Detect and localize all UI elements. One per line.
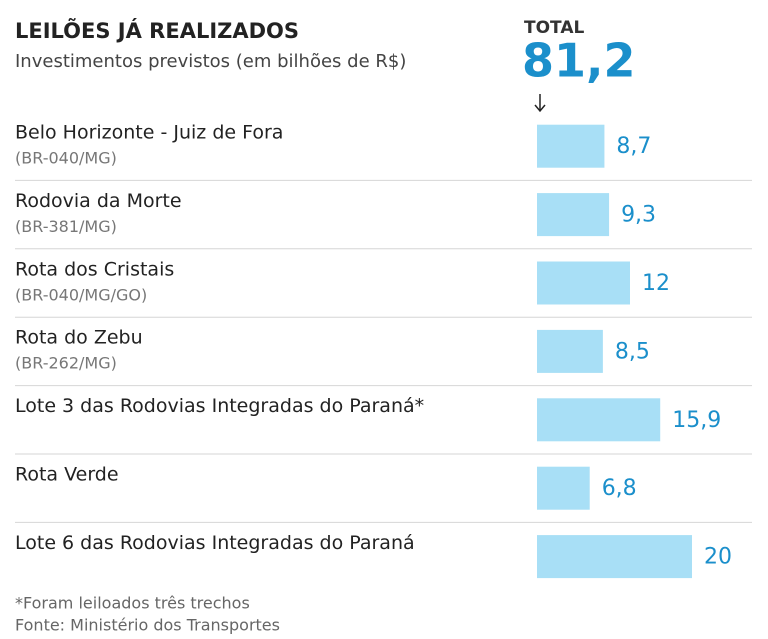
bar — [537, 261, 630, 305]
value-label: 20 — [704, 545, 732, 570]
value-label: 8,5 — [615, 339, 650, 364]
footnote: Fonte: Ministério dos Transportes — [15, 616, 280, 635]
category-sublabel: (BR-262/MG) — [15, 354, 117, 373]
bar — [537, 398, 661, 442]
category-label: Rota do Zebu — [15, 327, 143, 349]
bar — [537, 124, 605, 168]
bar — [537, 535, 692, 579]
category-sublabel: (BR-040/MG/GO) — [15, 285, 147, 304]
category-label: Lote 6 das Rodovias Integradas do Paraná — [15, 532, 415, 554]
value-label: 8,7 — [616, 134, 651, 159]
category-label: Rodovia da Morte — [15, 190, 182, 212]
arrow — [534, 94, 546, 113]
total-title: TOTAL — [524, 18, 584, 38]
value-label: 9,3 — [621, 203, 656, 228]
category-label: Rota Verde — [15, 464, 119, 486]
total-value: 81,2 — [522, 34, 636, 88]
bar — [537, 193, 610, 237]
value-label: 12 — [642, 271, 670, 296]
chart-title: LEILÕES JÁ REALIZADOS — [15, 18, 299, 43]
category-sublabel: (BR-381/MG) — [15, 217, 117, 236]
category-label: Belo Horizonte - Juiz de Fora — [15, 122, 283, 144]
category-label: Rota dos Cristais — [15, 258, 174, 280]
value-label: 6,8 — [602, 476, 637, 501]
bar — [537, 466, 590, 510]
chart-subtitle: Investimentos previstos (em bilhões de R… — [15, 51, 406, 72]
value-label: 15,9 — [672, 408, 721, 433]
footnote: *Foram leiloados três trechos — [15, 594, 250, 613]
bar — [537, 329, 603, 373]
category-label: Lote 3 das Rodovias Integradas do Paraná… — [15, 395, 424, 417]
category-sublabel: (BR-040/MG) — [15, 149, 117, 168]
